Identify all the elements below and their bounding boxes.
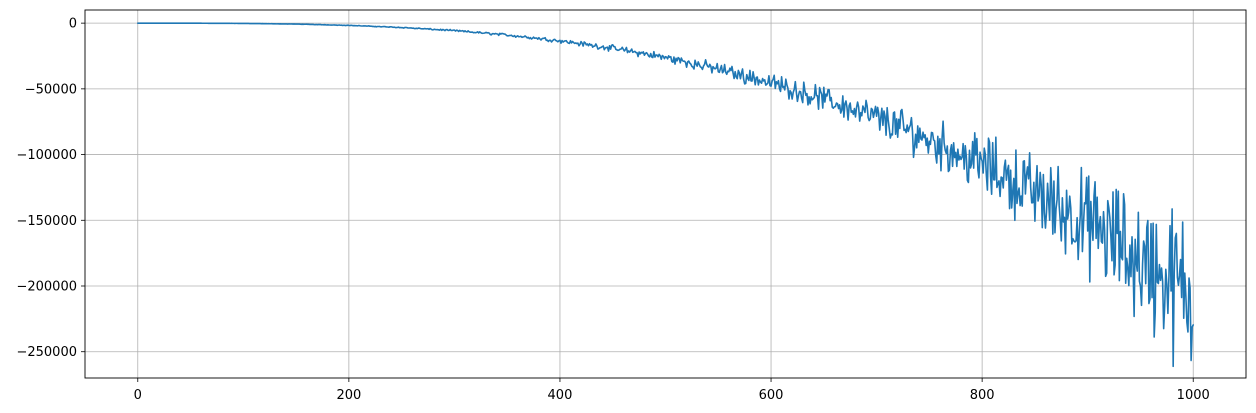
x-tick-label: 800 — [970, 388, 995, 403]
series-line-0 — [136, 22, 1195, 368]
y-tick-label: −150000 — [16, 214, 77, 229]
y-tick-label: −100000 — [16, 148, 77, 163]
x-tick-label: 600 — [759, 388, 784, 403]
y-tick-label: −200000 — [16, 280, 77, 295]
plot-frame — [84, 9, 1247, 379]
x-tick-label: 200 — [336, 388, 361, 403]
x-axis: 0 200 400 600 800 1000 — [134, 378, 1210, 403]
x-tick-label: 1000 — [1177, 388, 1210, 403]
x-tick-label: 0 — [134, 388, 142, 403]
series-layer — [136, 22, 1195, 368]
y-tick-label: 0 — [69, 17, 77, 32]
x-tick-label: 400 — [548, 388, 573, 403]
y-axis: 0 −50000 −100000 −150000 −200000 −250000 — [16, 17, 85, 360]
plot-area — [85, 10, 1246, 378]
y-tick-label: −250000 — [16, 345, 77, 360]
y-tick-label: −50000 — [25, 82, 77, 97]
